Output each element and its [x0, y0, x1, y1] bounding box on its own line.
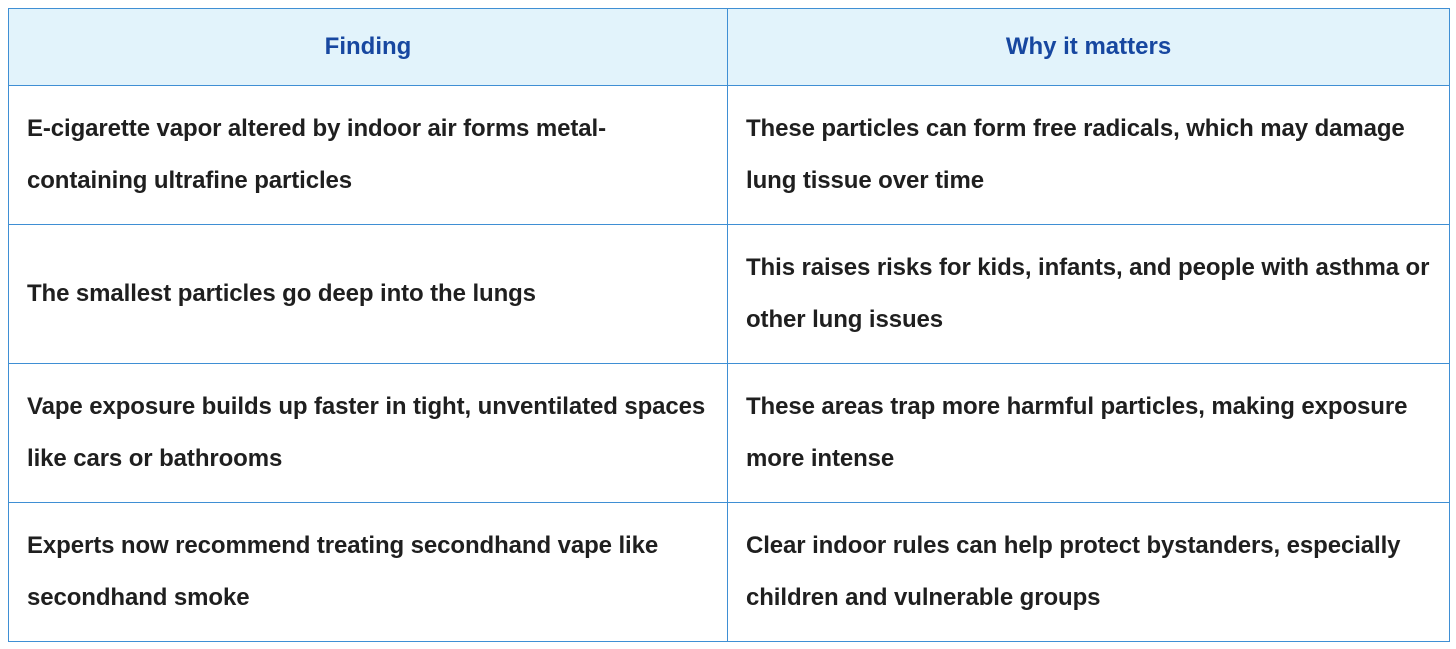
table-cell: E-cigarette vapor altered by indoor air …: [8, 85, 728, 225]
findings-table: Finding Why it matters E-cigarette vapor…: [8, 8, 1450, 642]
header-row: Finding Why it matters: [8, 8, 1450, 86]
table-body: E-cigarette vapor altered by indoor air …: [8, 85, 1450, 642]
table-cell: Experts now recommend treating secondhan…: [8, 502, 728, 642]
table-cell: Vape exposure builds up faster in tight,…: [8, 363, 728, 503]
table-row: Vape exposure builds up faster in tight,…: [8, 363, 1450, 503]
table-row: E-cigarette vapor altered by indoor air …: [8, 85, 1450, 225]
table-header: Finding Why it matters: [8, 8, 1450, 86]
table-cell: These areas trap more harmful particles,…: [727, 363, 1450, 503]
header-cell: Why it matters: [727, 8, 1450, 86]
table-cell: Clear indoor rules can help protect byst…: [727, 502, 1450, 642]
table-cell: These particles can form free radicals, …: [727, 85, 1450, 225]
table-cell: The smallest particles go deep into the …: [8, 224, 728, 364]
table-cell: This raises risks for kids, infants, and…: [727, 224, 1450, 364]
header-cell: Finding: [8, 8, 728, 86]
table-row: The smallest particles go deep into the …: [8, 224, 1450, 364]
table-row: Experts now recommend treating secondhan…: [8, 502, 1450, 642]
